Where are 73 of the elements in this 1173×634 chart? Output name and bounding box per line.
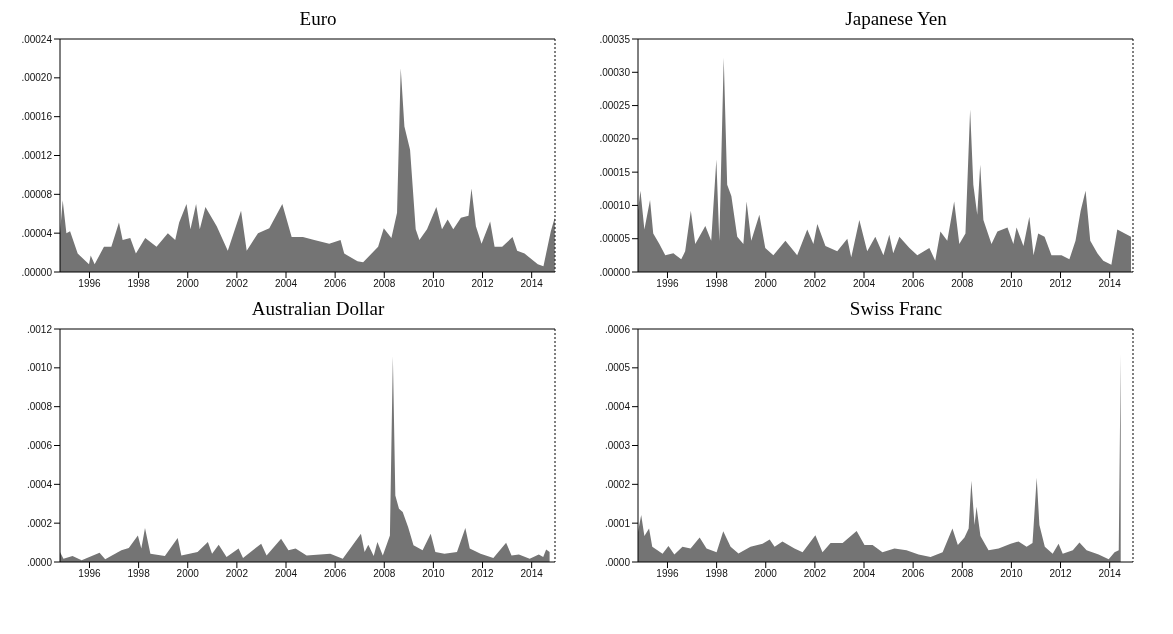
y-tick-label: .00020	[599, 133, 631, 145]
x-tick-label: 2002	[225, 568, 249, 580]
chart-title: Japanese Yen	[844, 8, 948, 31]
y-tick-label: .00008	[21, 188, 53, 200]
x-tick-label: 2012	[471, 568, 495, 580]
x-tick-label: 2014	[1098, 568, 1122, 580]
x-tick-label: 2008	[951, 568, 974, 580]
x-tick-label: 2014	[520, 568, 544, 580]
y-tick-label: .00005	[599, 233, 631, 245]
y-tick-label: .0008	[26, 401, 53, 413]
x-tick-label: 2000	[754, 568, 778, 580]
y-tick-label: .00000	[21, 266, 53, 278]
y-tick-label: .00025	[599, 100, 631, 112]
x-tick-label: 1996	[78, 568, 102, 580]
y-tick-label: .00016	[21, 111, 53, 123]
y-tick-label: .00004	[21, 227, 53, 239]
x-tick-label: 2008	[373, 278, 396, 290]
x-tick-label: 1996	[656, 278, 680, 290]
y-tick-label: .00024	[21, 33, 53, 45]
x-tick-label: 2014	[1098, 278, 1122, 290]
y-tick-label: .0000	[26, 556, 53, 568]
x-tick-label: 2008	[373, 568, 396, 580]
y-tick-label: .0003	[604, 440, 631, 452]
x-tick-label: 2012	[1049, 278, 1073, 290]
x-tick-label: 2002	[803, 278, 827, 290]
y-tick-label: .0006	[604, 323, 631, 335]
x-tick-label: 2004	[274, 278, 298, 290]
y-tick-label: .00035	[599, 33, 631, 45]
x-tick-label: 1996	[78, 278, 102, 290]
x-tick-label: 2002	[803, 568, 827, 580]
y-tick-label: .0000	[604, 556, 631, 568]
y-tick-label: .0005	[604, 362, 631, 374]
y-tick-label: .0002	[604, 478, 631, 490]
x-tick-label: 2006	[902, 568, 925, 580]
x-tick-label: 2010	[1000, 568, 1023, 580]
y-tick-label: .00015	[599, 166, 631, 178]
chart-title: Euro	[298, 8, 338, 31]
y-tick-label: .00000	[599, 266, 631, 278]
x-tick-label: 1996	[656, 568, 680, 580]
y-tick-label: .00030	[599, 66, 631, 78]
y-tick-label: .0002	[26, 517, 53, 529]
y-tick-label: .0010	[26, 362, 53, 374]
x-tick-label: 2002	[225, 278, 249, 290]
x-tick-label: 2000	[754, 278, 778, 290]
y-tick-label: .00020	[21, 72, 53, 84]
x-tick-label: 2000	[176, 568, 200, 580]
x-tick-label: 2010	[422, 278, 445, 290]
x-tick-label: 2010	[1000, 278, 1023, 290]
y-tick-label: .0001	[604, 517, 631, 529]
x-tick-label: 2004	[274, 568, 298, 580]
x-tick-label: 2006	[902, 278, 925, 290]
x-tick-label: 2010	[422, 568, 445, 580]
x-tick-label: 2004	[852, 568, 876, 580]
y-tick-label: .00010	[599, 199, 631, 211]
y-tick-label: .0006	[26, 440, 53, 452]
x-tick-label: 2000	[176, 278, 200, 290]
y-tick-label: .0004	[26, 478, 53, 490]
x-tick-label: 2006	[324, 278, 347, 290]
x-tick-label: 1998	[705, 278, 729, 290]
x-tick-label: 1998	[127, 278, 151, 290]
chart-title: Australian Dollar	[250, 298, 386, 321]
x-tick-label: 1998	[705, 568, 729, 580]
y-tick-label: .0004	[604, 401, 631, 413]
x-tick-label: 2012	[1049, 568, 1073, 580]
chart-title: Swiss Franc	[848, 298, 944, 321]
x-tick-label: 2006	[324, 568, 347, 580]
x-tick-label: 2004	[852, 278, 876, 290]
x-tick-label: 1998	[127, 568, 151, 580]
y-tick-label: .00012	[21, 150, 53, 162]
x-tick-label: 2012	[471, 278, 495, 290]
x-tick-label: 2008	[951, 278, 974, 290]
y-tick-label: .0012	[26, 323, 53, 335]
x-tick-label: 2014	[520, 278, 544, 290]
